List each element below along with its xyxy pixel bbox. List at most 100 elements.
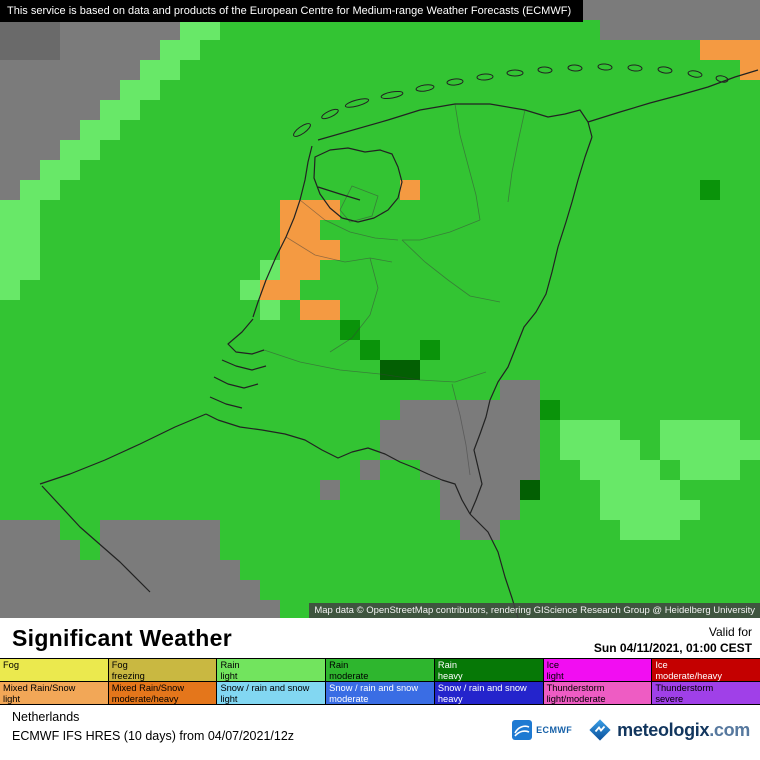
map-cell [660, 240, 680, 260]
map-cell [440, 100, 460, 120]
map-cell [340, 560, 360, 580]
map-cell [540, 120, 560, 140]
map-cell [160, 260, 180, 280]
map-cell [200, 240, 220, 260]
map-cell [720, 200, 740, 220]
map-cell [680, 80, 700, 100]
map-cell [520, 440, 540, 460]
map-cell [460, 140, 480, 160]
map-cell [100, 580, 120, 600]
map-cell [160, 20, 180, 40]
map-cell [240, 80, 260, 100]
map-cell [580, 400, 600, 420]
map-cell [280, 320, 300, 340]
map-cell [400, 200, 420, 220]
map-cell [60, 220, 80, 240]
map-cell [540, 420, 560, 440]
map-attribution[interactable]: Map data © OpenStreetMap contributors, r… [309, 603, 760, 618]
map-cell [660, 140, 680, 160]
map-cell [640, 220, 660, 240]
map-cell [300, 320, 320, 340]
map-cell [400, 320, 420, 340]
map-cell [240, 100, 260, 120]
map-cell [560, 260, 580, 280]
map-cell [260, 400, 280, 420]
ecmwf-service-banner: This service is based on data and produc… [0, 0, 584, 22]
map-cell [460, 540, 480, 560]
map-cell [580, 40, 600, 60]
map-cell [180, 80, 200, 100]
map-cell [220, 480, 240, 500]
map-cell [120, 80, 140, 100]
map-cell [740, 40, 760, 60]
map-cell [720, 240, 740, 260]
map-cell [160, 160, 180, 180]
map-cell [260, 120, 280, 140]
map-cell [160, 80, 180, 100]
map-cell [280, 420, 300, 440]
map-cell [460, 240, 480, 260]
map-cell [640, 500, 660, 520]
map-cell [500, 340, 520, 360]
map-cell [80, 440, 100, 460]
legend-cell: Snow / rain and snow moderate [326, 682, 435, 705]
map-cell [240, 420, 260, 440]
map-cell [320, 280, 340, 300]
map-cell [660, 440, 680, 460]
map-cell [560, 20, 580, 40]
map-cell [160, 340, 180, 360]
map-cell [360, 480, 380, 500]
map-cell [660, 380, 680, 400]
map-cell [220, 180, 240, 200]
map-cell [60, 80, 80, 100]
map-cell [120, 240, 140, 260]
map-cell [740, 260, 760, 280]
map-cell [180, 340, 200, 360]
map-cell [160, 440, 180, 460]
map-cell [740, 400, 760, 420]
weather-grid [0, 0, 760, 618]
map-cell [580, 240, 600, 260]
map-cell [500, 540, 520, 560]
map-cell [700, 260, 720, 280]
map-cell [600, 500, 620, 520]
legend-cell-intensity: light [546, 670, 564, 681]
map-cell [220, 460, 240, 480]
map-cell [700, 440, 720, 460]
meteologix-logo[interactable]: meteologix.com [588, 718, 750, 742]
map-cell [700, 140, 720, 160]
map-cell [480, 420, 500, 440]
map-cell [500, 20, 520, 40]
map-cell [340, 160, 360, 180]
map-cell [180, 100, 200, 120]
map-cell [740, 20, 760, 40]
legend-cell: Mixed Rain/Snow moderate/heavy [108, 682, 218, 705]
map-cell [620, 320, 640, 340]
map-cell [740, 200, 760, 220]
map-cell [120, 580, 140, 600]
map-cell [380, 100, 400, 120]
map-cell [60, 560, 80, 580]
map-cell [680, 300, 700, 320]
map-cell [80, 240, 100, 260]
map-cell [200, 120, 220, 140]
map-cell [300, 60, 320, 80]
map-cell [80, 460, 100, 480]
map-cell [220, 160, 240, 180]
map-cell [600, 520, 620, 540]
ecmwf-logo[interactable]: ECMWF [512, 720, 572, 741]
map-cell [380, 140, 400, 160]
map-cell [620, 580, 640, 600]
map-cell [260, 600, 280, 618]
map-cell [240, 300, 260, 320]
map-cell [380, 200, 400, 220]
map-cell [640, 60, 660, 80]
map-cell [680, 560, 700, 580]
map-cell [0, 280, 20, 300]
map-cell [720, 500, 740, 520]
map-cell [260, 280, 280, 300]
map-cell [660, 540, 680, 560]
map-cell [280, 560, 300, 580]
map-cell [340, 340, 360, 360]
map-cell [520, 160, 540, 180]
